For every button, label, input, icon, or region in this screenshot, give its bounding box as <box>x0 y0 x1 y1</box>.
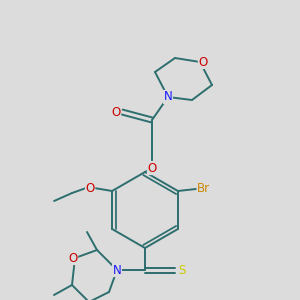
Text: O: O <box>68 251 78 265</box>
Text: O: O <box>111 106 121 118</box>
Text: O: O <box>147 161 157 175</box>
Text: N: N <box>112 263 122 277</box>
Text: Br: Br <box>197 182 211 196</box>
Text: S: S <box>178 263 186 277</box>
Text: O: O <box>85 182 95 194</box>
Text: O: O <box>198 56 208 68</box>
Text: N: N <box>164 91 172 103</box>
